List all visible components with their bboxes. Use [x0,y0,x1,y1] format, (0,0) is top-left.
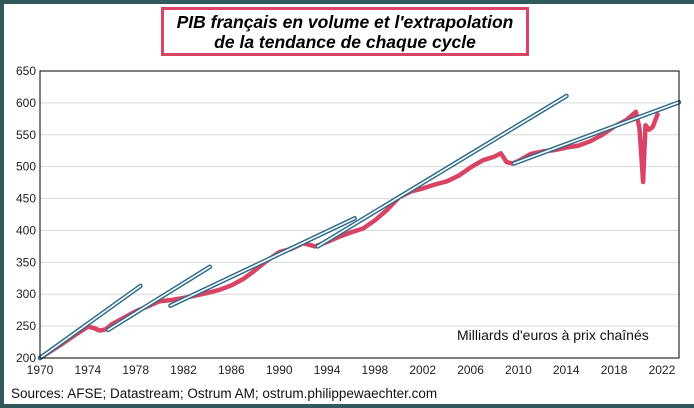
y-tick-label: 200 [16,351,36,365]
y-tick-label: 400 [16,223,36,237]
units-label: Milliards d'euros à prix chaînés [457,327,649,343]
x-tick-label: 1978 [122,363,149,377]
source-note: Sources: AFSE; Datastream; Ostrum AM; os… [11,386,438,401]
x-axis-ticks: 1970 1974 1978 1982 1986 1990 1994 1998 2002 2006… [27,363,676,377]
gdp-series [37,109,660,361]
x-tick-label: 1998 [362,363,389,377]
plot-border [39,70,680,359]
chart-title-line1: PIB français en volume et l'extrapolatio… [176,12,514,32]
chart-title-line2: de la tendance de chaque cycle [214,32,476,52]
x-tick-label: 2014 [553,363,580,377]
trend-line-2 [105,264,213,333]
x-tick-label: 2002 [409,363,436,377]
y-tick-label: 300 [16,287,36,301]
y-axis-ticks: 200 250 300 350 400 450 500 550 600 650 [16,64,36,365]
x-tick-label: 2010 [505,363,532,377]
trend-line-4 [315,93,569,249]
trend-inner [107,265,211,331]
y-tick-label: 500 [16,160,36,174]
trend-line-5 [511,100,682,166]
trend-line-1 [37,283,143,361]
trend-inner [513,101,680,165]
y-tick-label: 350 [16,255,36,269]
x-tick-label: 1994 [314,363,341,377]
x-tick-label: 1982 [170,363,197,377]
trend-inner [316,95,568,248]
trend-series [37,93,682,361]
x-tick-label: 2006 [457,363,484,377]
y-tick-label: 450 [16,192,36,206]
gdp-line [37,109,660,361]
x-tick-label: 1970 [27,363,54,377]
grid-lines [40,102,679,327]
y-tick-label: 250 [16,319,36,333]
x-tick-label: 2018 [601,363,628,377]
y-tick-label: 650 [16,64,36,78]
chart-title-box: PIB français en volume et l'extrapolatio… [161,7,529,56]
x-tick-label: 1986 [218,363,245,377]
trend-line-3 [168,216,357,308]
y-tick-label: 600 [16,96,36,110]
x-tick-label: 1990 [266,363,293,377]
trend-inner [39,285,142,359]
x-tick-label: 1974 [74,363,101,377]
trend-inner [169,217,356,307]
x-tick-label: 2022 [649,363,676,377]
y-tick-label: 550 [16,128,36,142]
